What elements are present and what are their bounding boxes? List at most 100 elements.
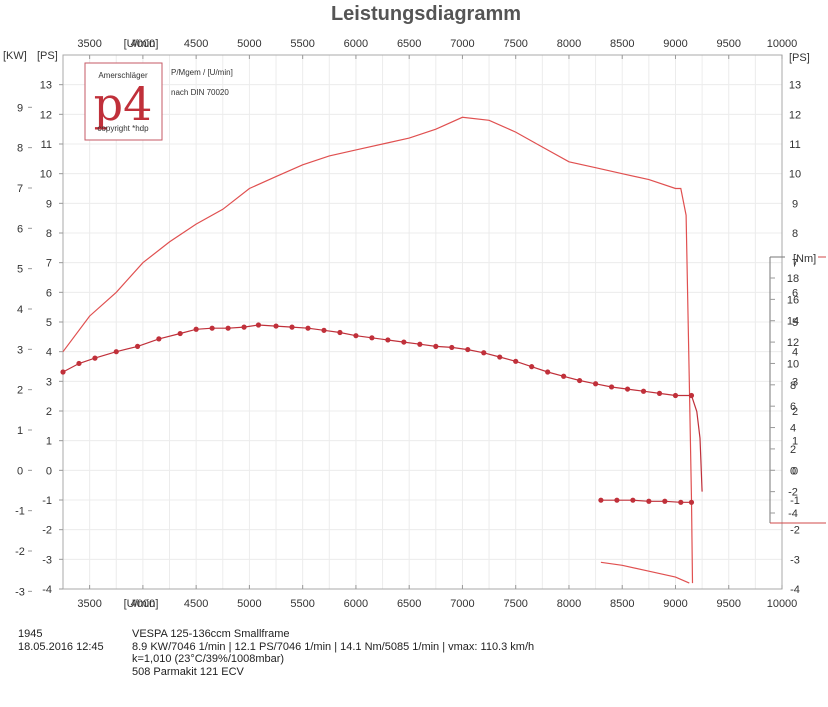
series-marker xyxy=(92,355,98,361)
series-marker xyxy=(640,388,647,394)
ps-tick-right: -2 xyxy=(790,525,800,537)
kw-tick: 0 xyxy=(17,465,23,477)
nm-tick: 14 xyxy=(787,316,799,328)
series-marker xyxy=(353,333,359,339)
series-marker xyxy=(241,324,247,330)
vehicle-name: VESPA 125-136ccm Smallframe xyxy=(132,628,290,640)
kw-tick: -3 xyxy=(15,586,25,598)
series-marker xyxy=(401,339,407,345)
series-marker xyxy=(177,330,183,337)
series-marker xyxy=(193,326,199,332)
x-tick-top: 6000 xyxy=(344,38,368,50)
x-tick-top: 9000 xyxy=(663,38,687,50)
ps-tick-right: 10 xyxy=(789,169,801,181)
correction-factor: k=1,010 (23°C/39%/1008mbar) xyxy=(132,653,285,665)
series-marker xyxy=(60,369,66,375)
series-marker xyxy=(481,350,487,356)
ps-tick-left: 8 xyxy=(46,228,52,240)
series-marker xyxy=(577,377,583,384)
series-marker xyxy=(113,349,119,355)
kw-tick: 6 xyxy=(17,223,23,235)
ps-tick-left: 11 xyxy=(41,139,52,151)
ps-tick-left: -1 xyxy=(42,495,52,507)
setup-info: 508 Parmakit 121 ECV xyxy=(132,665,244,678)
legend-line-2: nach DIN 70020 xyxy=(171,88,229,97)
x-tick-bottom: 5000 xyxy=(237,598,261,610)
ps-tick-left: -3 xyxy=(42,554,52,566)
ps-tick-left: 3 xyxy=(46,376,52,388)
x-tick-top: 9500 xyxy=(716,38,740,50)
kw-tick: 8 xyxy=(17,143,23,155)
logo-bottom-text: copyright *hdp xyxy=(97,124,149,133)
kw-tick: 3 xyxy=(17,344,23,356)
series-marker xyxy=(449,344,455,351)
ps-tick-right: 1 xyxy=(792,436,798,448)
ps-axis-label-left: [PS] xyxy=(37,50,58,62)
series-marker xyxy=(305,325,311,331)
series-line-1 xyxy=(600,561,690,584)
x-tick-bottom: 9500 xyxy=(716,598,740,610)
ps-tick-left: 10 xyxy=(40,169,52,181)
nm-tick: 0 xyxy=(790,465,796,477)
x-tick-top: 5500 xyxy=(290,38,314,50)
nm-tick: 16 xyxy=(787,294,799,306)
ps-tick-right: 9 xyxy=(792,198,798,210)
series-marker xyxy=(688,392,695,399)
kw-tick: 5 xyxy=(17,264,23,276)
series-marker xyxy=(624,386,631,392)
test-datetime: 18.05.2016 12:45 xyxy=(18,640,104,653)
ps-tick-right: 8 xyxy=(792,228,798,240)
kw-tick: 4 xyxy=(17,304,23,316)
ps-tick-left: -2 xyxy=(42,525,52,537)
series-marker xyxy=(545,369,551,375)
x-label-bottom: [U/min] xyxy=(124,598,159,610)
ps-tick-right: 5 xyxy=(792,317,798,329)
series-marker xyxy=(385,337,391,343)
kw-tick: 1 xyxy=(17,425,23,437)
series-marker xyxy=(678,499,684,505)
series-marker xyxy=(289,324,295,330)
ps-tick-left: 7 xyxy=(46,258,52,270)
series-marker xyxy=(337,329,343,336)
x-tick-top: 7500 xyxy=(503,38,527,50)
logo-main-text: p4 xyxy=(94,77,153,131)
ps-tick-left: 4 xyxy=(46,347,52,359)
series-marker xyxy=(672,392,679,399)
ps-tick-left: 5 xyxy=(46,317,52,329)
nm-tick: 12 xyxy=(787,337,799,349)
ps-tick-left: 9 xyxy=(46,198,52,210)
kw-tick: 7 xyxy=(17,183,23,195)
x-tick-bottom: 4500 xyxy=(184,598,208,610)
series-line-2 xyxy=(62,324,703,492)
series-marker xyxy=(255,322,262,328)
x-tick-bottom: 6000 xyxy=(344,598,368,610)
series-marker xyxy=(465,346,471,353)
kw-axis-label: [KW] xyxy=(3,50,27,62)
nm-tick: 8 xyxy=(790,380,796,392)
nm-tick: 2 xyxy=(790,444,796,456)
x-tick-bottom: 8500 xyxy=(610,598,634,610)
nm-tick: -2 xyxy=(788,487,798,499)
series-marker xyxy=(156,336,162,342)
ps-tick-right: 3 xyxy=(792,376,798,388)
series-marker xyxy=(630,497,636,503)
x-tick-bottom: 9000 xyxy=(663,598,687,610)
kw-tick: -2 xyxy=(15,546,25,558)
series-marker xyxy=(273,323,279,329)
x-tick-bottom: 7500 xyxy=(503,598,527,610)
series-marker xyxy=(417,341,423,347)
ps-tick-right: 12 xyxy=(789,109,801,121)
x-tick-bottom: 10000 xyxy=(767,598,798,610)
ps-tick-left: -4 xyxy=(42,584,52,596)
nm-tick: 18 xyxy=(787,273,799,285)
ps-tick-left: 1 xyxy=(46,436,52,448)
x-tick-bottom: 6500 xyxy=(397,598,421,610)
ps-tick-right: 13 xyxy=(789,80,801,92)
legend-line-1: P/Mgem / [U/min] xyxy=(171,68,233,77)
x-tick-bottom: 8000 xyxy=(557,598,581,610)
nm-tick: -4 xyxy=(788,508,798,520)
nm-tick: 10 xyxy=(787,358,799,370)
x-tick-top: 4000 xyxy=(131,38,155,50)
series-line-0 xyxy=(62,116,694,584)
x-label-top: [U/min] xyxy=(124,38,159,50)
